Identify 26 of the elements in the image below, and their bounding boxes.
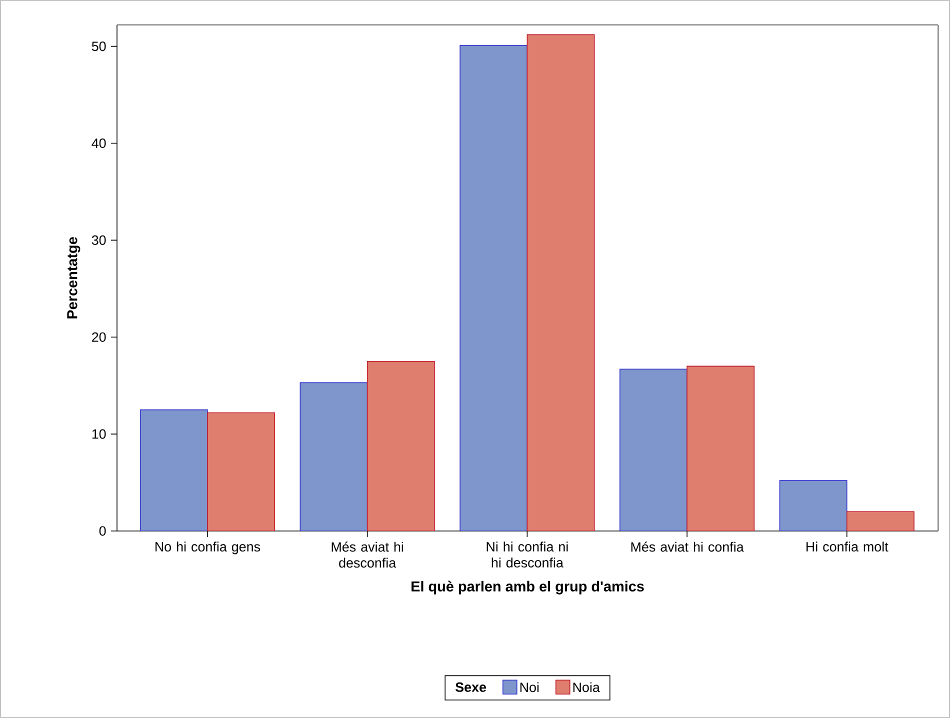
y-tick-label: 0 — [99, 526, 106, 536]
bar — [460, 44, 528, 531]
bar — [207, 412, 276, 531]
y-tick-label: 50 — [92, 42, 106, 52]
y-tick-label: 10 — [92, 429, 106, 439]
bar — [300, 382, 368, 531]
y-tick-label: 20 — [92, 332, 106, 342]
bar — [686, 366, 755, 531]
x-axis-title: El què parlen amb el grup d'amics — [412, 580, 644, 594]
y-tick-label: 40 — [92, 138, 106, 148]
y-tick-label: 30 — [92, 235, 106, 245]
legend-label: Noia — [573, 682, 600, 692]
x-tick-label: Hi confia molt — [806, 542, 888, 552]
legend-title: Sexe — [455, 682, 486, 692]
x-tick-label: Més aviat hi confia — [631, 542, 744, 552]
bar — [846, 511, 914, 531]
bar — [620, 368, 688, 531]
bar — [366, 360, 435, 531]
y-axis-title: Percentatge — [67, 237, 80, 318]
legend-label: Noi — [520, 682, 539, 692]
x-tick-label: No hi confia gens — [156, 542, 260, 554]
x-tick-label: Ni hi confia ni hi desconfia — [486, 542, 568, 568]
x-tick-label: Més aviat hi desconfia — [332, 542, 404, 568]
bar — [140, 409, 208, 531]
bar — [526, 34, 595, 531]
bar — [779, 480, 848, 531]
